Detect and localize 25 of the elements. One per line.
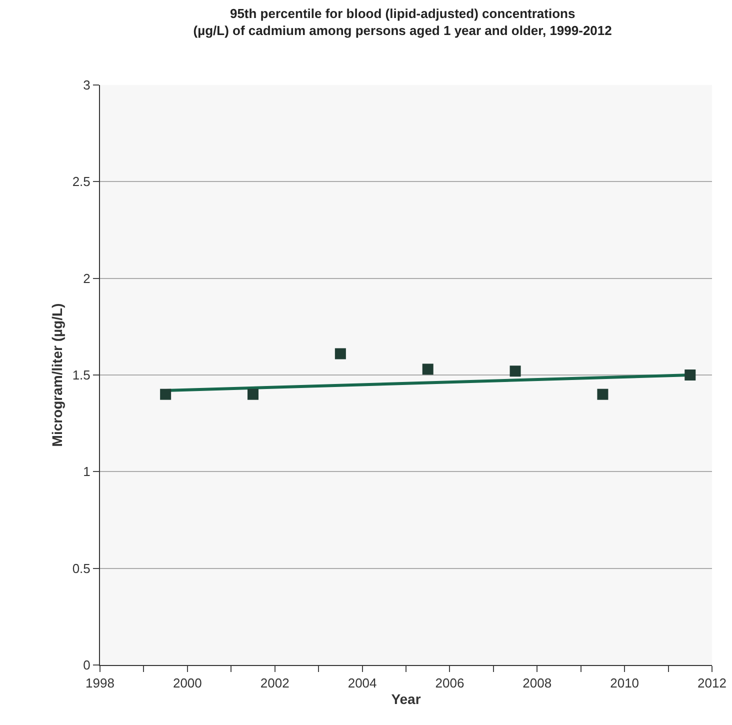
y-tick-label: 2.5 [72, 174, 90, 190]
y-tick-label: 2 [83, 270, 90, 286]
point [334, 348, 346, 360]
x-tick-label: 2010 [610, 676, 640, 691]
point [160, 388, 172, 400]
y-tick-label: 0.5 [72, 560, 90, 576]
point [684, 370, 696, 380]
y-tick-label: 1 [83, 464, 90, 480]
y-axis-title: Microgram/liter (µg/L) [49, 303, 65, 447]
point [422, 364, 434, 375]
x-tick-label: 2002 [260, 676, 290, 691]
point [510, 366, 521, 377]
point [597, 388, 608, 400]
x-tick-label: 2012 [698, 676, 726, 691]
x-tick-label: 1998 [86, 676, 114, 691]
x-tick-label: 2006 [435, 676, 464, 691]
point [248, 388, 258, 400]
chart-title: 95th percentile for blood (lipid-adjusted) concentrations (µg/L) of cadmium among persons aged 1 year and older, 1999-2012 [193, 6, 612, 38]
y-tick-label: 0 [83, 658, 90, 673]
x-tick-label: 2000 [172, 676, 202, 691]
y-tick-label: 1.5 [72, 368, 90, 383]
x-tick-label: 2004 [348, 676, 377, 691]
x-tick-label: 2008 [522, 676, 552, 691]
x-axis-title: Year [391, 690, 422, 707]
y-tick-label: 3 [83, 78, 90, 93]
